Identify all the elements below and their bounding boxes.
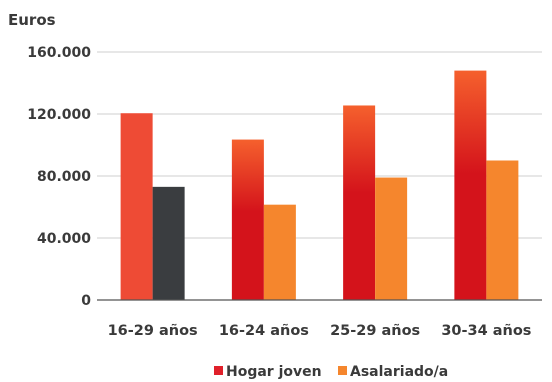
y-tick-label: 80.000 (37, 169, 91, 185)
y-tick-label: 120.000 (27, 107, 91, 123)
bar-hogar-joven-3 (454, 70, 487, 300)
legend-swatch (338, 366, 347, 375)
bar-hogar-joven-0 (120, 113, 153, 300)
y-tick-label: 0 (81, 293, 91, 309)
legend: Hogar joven Asalariado/a (214, 364, 448, 380)
x-tick-label: 16-29 años (108, 323, 198, 339)
x-tick-label: 30-34 años (441, 323, 531, 339)
y-axis-label: Euros (8, 11, 56, 29)
bar-asalariado-2 (375, 177, 408, 300)
bar-asalariado-1 (263, 204, 296, 300)
x-tick-label: 25-29 años (330, 323, 420, 339)
y-tick-label: 160.000 (27, 45, 91, 61)
x-tick-label: 16-24 años (219, 323, 309, 339)
y-tick-label: 40.000 (37, 231, 91, 247)
legend-label: Asalariado/a (350, 364, 448, 380)
legend-swatch (214, 366, 223, 375)
bar-hogar-joven-2 (343, 105, 376, 300)
bar-asalariado-0 (152, 186, 185, 300)
bar-hogar-joven-1 (231, 139, 264, 300)
x-tick-labels: 16-29 años 16-24 años 25-29 años 30-34 años (108, 323, 532, 339)
y-tick-labels: 0 40.000 80.000 120.000 160.000 (27, 45, 91, 309)
bar-asalariado-3 (486, 160, 519, 300)
legend-label: Hogar joven (226, 364, 322, 380)
bars (120, 70, 519, 300)
